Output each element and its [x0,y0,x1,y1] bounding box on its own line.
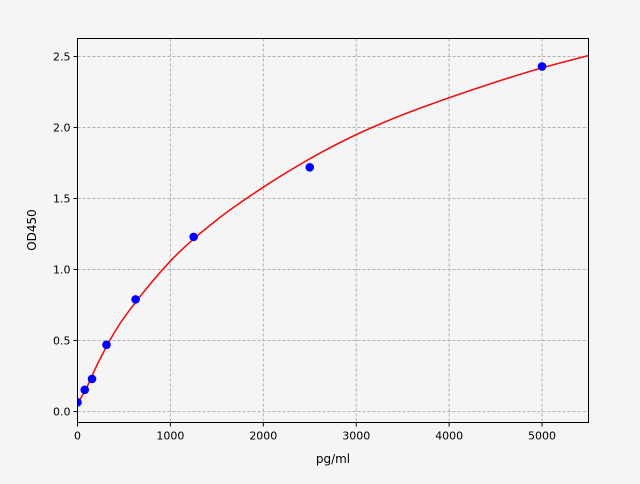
ticks: 0 1000 2000 3000 4000 5000 0.0 0.5 1.0 1.5 2.0 2.5 [53,51,556,443]
x-tick-label: 4000 [435,430,463,443]
data-point [189,232,198,242]
data-point [102,340,111,350]
plot-frame [77,38,589,423]
y-tick-label: 1.0 [53,264,71,277]
y-tick-label: 2.5 [53,51,71,64]
y-tick-label: 0.5 [53,335,71,348]
data-point [87,374,97,384]
x-tick-label: 5000 [528,430,556,443]
data-point [537,62,547,71]
fit-curve-line [77,54,589,405]
x-tick-label: 2000 [249,430,277,443]
data-point [131,295,140,304]
data-point [305,163,315,172]
y-tick-label: 2.0 [53,122,71,135]
marks [77,54,589,407]
y-axis-label: OD450 [25,209,39,251]
x-tick-label: 3000 [342,430,370,443]
y-tick-label: 1.5 [53,193,71,206]
data-point [77,398,82,407]
data-point [80,385,90,395]
grid [77,38,589,423]
x-tick-label: 0 [74,430,81,443]
y-tick-label: 0.0 [53,406,71,419]
x-tick-label: 1000 [156,430,184,443]
x-axis-label: pg/ml [316,452,350,466]
